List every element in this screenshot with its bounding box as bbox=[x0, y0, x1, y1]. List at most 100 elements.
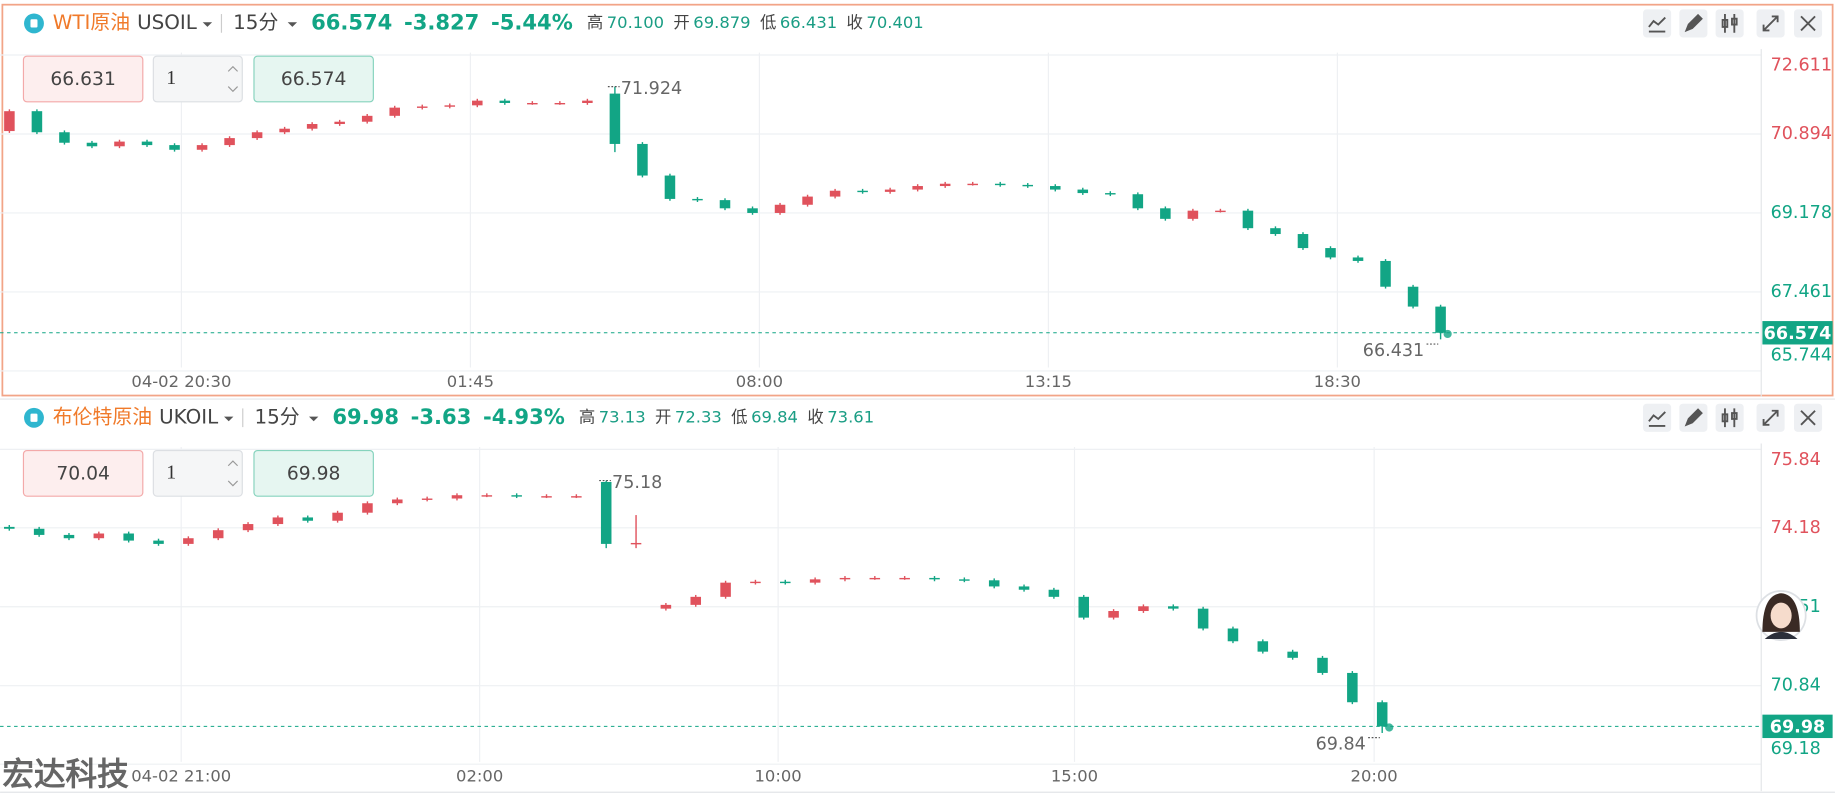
candle-body bbox=[1215, 210, 1226, 213]
buy-button[interactable] bbox=[253, 55, 374, 103]
symbol-icon-glyph bbox=[30, 413, 38, 422]
toolbar-button[interactable] bbox=[1679, 9, 1708, 38]
stat-label: 低 bbox=[731, 407, 747, 426]
candle-body bbox=[123, 533, 134, 541]
candle-body bbox=[1132, 194, 1144, 209]
candle-body bbox=[929, 577, 940, 580]
candle-body bbox=[527, 102, 538, 105]
candle-body bbox=[994, 183, 1006, 186]
symbol-code: USOIL bbox=[137, 11, 197, 34]
quantity-input[interactable] bbox=[152, 55, 243, 103]
sell-button[interactable] bbox=[22, 55, 144, 103]
toolbar-button[interactable] bbox=[1756, 9, 1785, 38]
quantity-up[interactable] bbox=[227, 65, 239, 72]
buy-button[interactable] bbox=[253, 449, 374, 497]
candle-body bbox=[899, 577, 910, 580]
toolbar-button[interactable] bbox=[1643, 9, 1672, 38]
quantity-down[interactable] bbox=[227, 86, 239, 93]
stat-value: 69.879 bbox=[693, 13, 750, 32]
current-price-dot bbox=[1443, 329, 1452, 339]
candle-body bbox=[302, 517, 314, 521]
candle-body bbox=[884, 189, 896, 192]
toolbar-button-bg bbox=[1715, 9, 1744, 38]
toolbar-glyph bbox=[1800, 410, 1816, 426]
candle-body bbox=[272, 517, 284, 525]
toolbar-button[interactable] bbox=[1679, 403, 1708, 432]
candle-body bbox=[1287, 651, 1298, 658]
candle-body bbox=[1138, 606, 1149, 612]
y-tick-label: 72.611 bbox=[1771, 56, 1832, 76]
x-tick-label: 20:00 bbox=[1351, 767, 1398, 786]
candle-body bbox=[802, 196, 813, 205]
avatar-body bbox=[1764, 631, 1798, 639]
candle-body bbox=[839, 577, 851, 580]
y-tick-label: 69.178 bbox=[1771, 203, 1832, 223]
candle-body bbox=[692, 198, 703, 201]
y-tick-label: 67.461 bbox=[1771, 282, 1832, 302]
candle-body bbox=[389, 107, 400, 116]
candle-body bbox=[153, 540, 164, 544]
quantity-up[interactable] bbox=[227, 460, 239, 467]
sell-price: 70.04 bbox=[56, 463, 110, 484]
candle-body bbox=[571, 496, 582, 498]
quantity-input[interactable] bbox=[152, 449, 243, 497]
candle-body bbox=[361, 115, 373, 122]
candle-body bbox=[63, 534, 75, 539]
candle-body bbox=[747, 208, 758, 213]
candle-body bbox=[86, 142, 98, 147]
candle-body bbox=[4, 111, 15, 132]
toolbar-glyph bbox=[1684, 13, 1703, 33]
current-price-label: 69.98 bbox=[1770, 718, 1826, 738]
interval: 15分 bbox=[233, 11, 278, 34]
toolbar-button[interactable] bbox=[1756, 403, 1785, 432]
avatar[interactable] bbox=[1755, 590, 1807, 641]
stat-value: 70.100 bbox=[607, 13, 664, 32]
quantity-value: 1 bbox=[166, 67, 176, 89]
candle-body bbox=[1242, 210, 1254, 229]
candle-body bbox=[912, 186, 923, 190]
toolbar-button[interactable] bbox=[1643, 403, 1672, 432]
x-tick-label: 15:00 bbox=[1051, 767, 1098, 786]
low-label: 69.84 bbox=[1316, 735, 1366, 755]
candle-body bbox=[141, 141, 153, 146]
sell-button[interactable] bbox=[22, 449, 144, 497]
candle-body bbox=[1022, 184, 1034, 187]
stat-label: 开 bbox=[655, 407, 671, 426]
current-price-label: 66.574 bbox=[1764, 324, 1832, 344]
toolbar-glyph bbox=[1721, 408, 1738, 428]
dropdown-caret bbox=[202, 22, 213, 27]
candle-body bbox=[1018, 586, 1030, 590]
x-tick-label: 02:00 bbox=[456, 767, 503, 786]
y-tick-label: 69.18 bbox=[1771, 739, 1821, 759]
x-tick-label: 04-02 20:30 bbox=[131, 372, 231, 391]
toolbar-button[interactable] bbox=[1715, 403, 1744, 432]
candle-body bbox=[1168, 606, 1179, 609]
quantity-down[interactable] bbox=[227, 480, 239, 487]
candle-body bbox=[609, 93, 621, 144]
toolbar-glyph bbox=[1800, 15, 1816, 32]
x-tick-label: 13:15 bbox=[1025, 372, 1072, 391]
toolbar-button[interactable] bbox=[1715, 9, 1744, 38]
buy-price: 69.98 bbox=[287, 463, 341, 484]
stat-value: 72.33 bbox=[675, 407, 722, 426]
stat-label: 收 bbox=[847, 13, 863, 32]
toolbar-glyph bbox=[1762, 409, 1779, 426]
x-tick-label: 01:45 bbox=[447, 372, 494, 391]
candle-body bbox=[1160, 208, 1171, 219]
stat-label: 高 bbox=[579, 407, 595, 426]
active-panel-border bbox=[1, 3, 1834, 397]
candle-body bbox=[829, 190, 841, 197]
candle-body bbox=[1257, 641, 1269, 652]
current-price-box bbox=[1762, 714, 1833, 739]
toolbar-button[interactable] bbox=[1794, 9, 1823, 38]
candle-body bbox=[451, 495, 463, 499]
low-label: 66.431 bbox=[1363, 341, 1424, 361]
candle-body bbox=[857, 190, 868, 193]
candle-body bbox=[660, 604, 672, 609]
candle-body bbox=[93, 533, 105, 539]
candle-body bbox=[1227, 628, 1239, 642]
candle-body bbox=[481, 495, 493, 497]
toolbar-button[interactable] bbox=[1794, 403, 1823, 432]
